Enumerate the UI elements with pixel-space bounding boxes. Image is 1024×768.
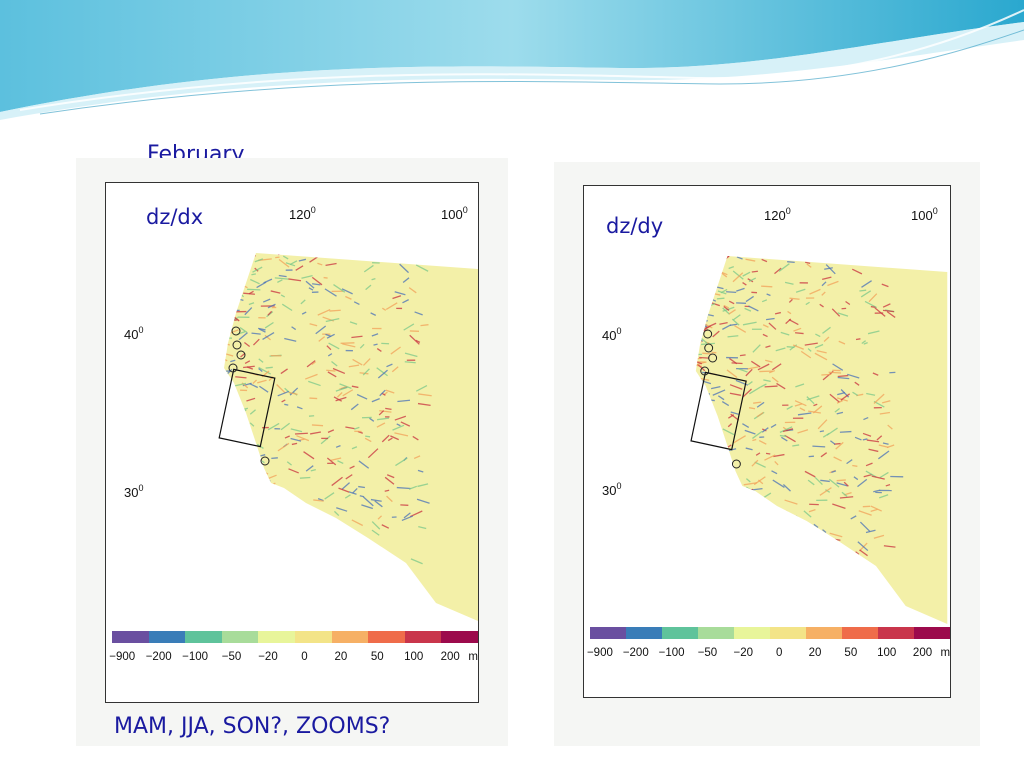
station-marker [708, 353, 718, 363]
lat-label-30: 300 [124, 483, 144, 500]
colorbar-tick-label: 100 [404, 651, 424, 663]
colorbar-swatch [185, 631, 222, 643]
slide-caption: MAM, JJA, SON?, ZOOMS? [114, 714, 391, 739]
station-marker [232, 340, 242, 350]
colorbar-tick-label: 100 [877, 647, 897, 659]
colorbar-swatch [914, 627, 950, 639]
colorbar-swatch [221, 631, 259, 643]
colorbar-ticks: −900 −200 −100 −50 −20 0 20 50 100 200 m [584, 647, 951, 659]
colorbar-swatch [258, 631, 295, 643]
colorbar-tick-label: −200 [145, 651, 172, 663]
lat-label-40: 400 [602, 326, 622, 343]
lat-label-30: 300 [602, 481, 622, 498]
lon-label-120: 1200 [289, 205, 316, 222]
land-mass [224, 253, 478, 621]
slide-header-waves [0, 0, 1024, 120]
lat-label-40: 400 [124, 325, 144, 342]
station-marker [704, 343, 714, 353]
colorbar-swatch [112, 631, 149, 643]
colorbar-ticks: −900 −200 −100 −50 −20 0 20 50 100 200 m [106, 651, 478, 663]
colorbar-tick-label: 200 [912, 647, 933, 659]
colorbar-tick-label: −20 [258, 651, 278, 663]
station-marker [700, 366, 710, 376]
colorbar-swatch [368, 631, 405, 643]
colorbar-tick-label: −20 [733, 647, 754, 659]
colorbar-swatch [294, 631, 332, 643]
colorbar [112, 631, 478, 643]
colorbar-tick-label: −100 [182, 651, 209, 663]
colorbar-tick-label: 50 [844, 647, 858, 659]
zoom-box [690, 371, 747, 451]
colorbar-tick-label: 20 [808, 647, 822, 659]
colorbar [590, 627, 950, 639]
lon-label-120: 1200 [764, 206, 791, 223]
colorbar-swatch [590, 627, 626, 639]
colorbar-tick-label: −100 [658, 647, 685, 659]
dzdx-map [218, 253, 478, 621]
colorbar-swatch [404, 631, 442, 643]
lon-label-100: 1000 [441, 205, 468, 222]
colorbar-swatch [842, 627, 878, 639]
colorbar-tick-label: −50 [221, 651, 242, 663]
panel-label-dzdy: dz/dy [606, 214, 664, 238]
colorbar-tick-label: −900 [109, 651, 136, 663]
colorbar-swatch [734, 627, 770, 639]
colorbar-tick-label: 0 [301, 651, 308, 663]
colorbar-tick-label: 200 [440, 651, 460, 663]
colorbar-tick-label: −200 [622, 647, 649, 659]
colorbar-swatch [806, 627, 842, 639]
colorbar-swatch [148, 631, 186, 643]
colorbar-tick-label: 20 [334, 651, 348, 663]
colorbar-tick-label: −50 [697, 647, 718, 659]
station-marker [731, 459, 741, 469]
colorbar-swatch [770, 627, 806, 639]
colorbar-swatch [626, 627, 662, 639]
station-marker [228, 363, 238, 373]
dzdx-map-panel: dz/dx 1200 1000 400 300 −900 −200 −100 −50−… [105, 182, 479, 703]
colorbar-swatch [878, 627, 914, 639]
panel-label-dzdx: dz/dx [146, 205, 204, 229]
colorbar-swatch [698, 627, 734, 639]
station-marker [236, 350, 246, 360]
colorbar-tick-label: −900 [586, 647, 613, 659]
colorbar-unit: m [940, 647, 951, 659]
station-marker [260, 456, 270, 466]
colorbar-swatch [662, 627, 698, 639]
colorbar-swatch [331, 631, 369, 643]
lon-label-100: 1000 [911, 206, 938, 223]
colorbar-unit: m [468, 651, 478, 663]
station-marker [703, 329, 713, 339]
dzdy-map [690, 256, 948, 624]
land-mass [695, 256, 948, 624]
colorbar-tick-label: 50 [370, 651, 384, 663]
colorbar-tick-label: 0 [775, 647, 783, 659]
dzdy-map-panel: dz/dy 1200 1000 400 300 −900 −200 −100 −50−… [583, 185, 951, 698]
station-marker [231, 326, 241, 336]
colorbar-swatch [441, 631, 478, 643]
zoom-box [218, 368, 276, 448]
